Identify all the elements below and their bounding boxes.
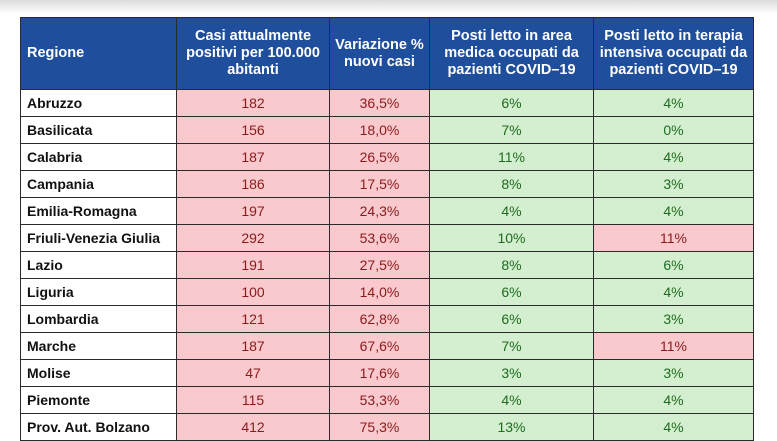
table-row: Campania 186 17,5% 8% 3% bbox=[20, 170, 754, 198]
variation-cell: 36,5% bbox=[329, 89, 430, 117]
icu-beds-cell: 4% bbox=[593, 278, 754, 306]
region-cell: Calabria bbox=[20, 143, 177, 171]
icu-beds-cell: 11% bbox=[593, 332, 754, 360]
table-row: Prov. Aut. Bolzano 412 75,3% 13% 4% bbox=[20, 413, 754, 441]
positives-cell: 100 bbox=[176, 278, 330, 306]
medical-beds-cell: 4% bbox=[429, 386, 594, 414]
region-cell: Lazio bbox=[20, 251, 177, 279]
header-region: Regione bbox=[20, 17, 177, 90]
variation-cell: 26,5% bbox=[329, 143, 430, 171]
table-row: Liguria 100 14,0% 6% 4% bbox=[20, 278, 754, 306]
medical-beds-cell: 6% bbox=[429, 278, 594, 306]
variation-cell: 17,5% bbox=[329, 170, 430, 198]
variation-cell: 62,8% bbox=[329, 305, 430, 333]
positives-cell: 412 bbox=[176, 413, 330, 441]
header-positives: Casi attualmente positivi per 100.000 ab… bbox=[176, 17, 330, 90]
table-body: Abruzzo 182 36,5% 6% 4% Basilicata 156 18,0% 7% 0… bbox=[20, 89, 754, 441]
region-cell: Lombardia bbox=[20, 305, 177, 333]
icu-beds-cell: 6% bbox=[593, 251, 754, 279]
positives-cell: 292 bbox=[176, 224, 330, 252]
table-row: Abruzzo 182 36,5% 6% 4% bbox=[20, 89, 754, 117]
positives-cell: 182 bbox=[176, 89, 330, 117]
medical-beds-cell: 3% bbox=[429, 359, 594, 387]
region-cell: Abruzzo bbox=[20, 89, 177, 117]
medical-beds-cell: 7% bbox=[429, 332, 594, 360]
table-row: Lazio 191 27,5% 8% 6% bbox=[20, 251, 754, 279]
positives-cell: 197 bbox=[176, 197, 330, 225]
header-medical-beds: Posti letto in area medica occupati da p… bbox=[429, 17, 594, 90]
table-row: Piemonte 115 53,3% 4% 4% bbox=[20, 386, 754, 414]
region-cell: Molise bbox=[20, 359, 177, 387]
variation-cell: 17,6% bbox=[329, 359, 430, 387]
table-row: Basilicata 156 18,0% 7% 0% bbox=[20, 116, 754, 144]
medical-beds-cell: 4% bbox=[429, 197, 594, 225]
icu-beds-cell: 4% bbox=[593, 143, 754, 171]
table-row: Calabria 187 26,5% 11% 4% bbox=[20, 143, 754, 171]
region-cell: Campania bbox=[20, 170, 177, 198]
region-cell: Prov. Aut. Bolzano bbox=[20, 413, 177, 441]
variation-cell: 27,5% bbox=[329, 251, 430, 279]
variation-cell: 14,0% bbox=[329, 278, 430, 306]
medical-beds-cell: 10% bbox=[429, 224, 594, 252]
variation-cell: 67,6% bbox=[329, 332, 430, 360]
variation-cell: 18,0% bbox=[329, 116, 430, 144]
table-row: Lombardia 121 62,8% 6% 3% bbox=[20, 305, 754, 333]
region-cell: Piemonte bbox=[20, 386, 177, 414]
region-cell: Basilicata bbox=[20, 116, 177, 144]
medical-beds-cell: 8% bbox=[429, 251, 594, 279]
region-cell: Marche bbox=[20, 332, 177, 360]
icu-beds-cell: 3% bbox=[593, 359, 754, 387]
variation-cell: 53,6% bbox=[329, 224, 430, 252]
icu-beds-cell: 4% bbox=[593, 89, 754, 117]
icu-beds-cell: 4% bbox=[593, 386, 754, 414]
icu-beds-cell: 3% bbox=[593, 305, 754, 333]
icu-beds-cell: 0% bbox=[593, 116, 754, 144]
region-cell: Emilia-Romagna bbox=[20, 197, 177, 225]
header-icu-beds: Posti letto in terapia intensiva occupat… bbox=[593, 17, 754, 90]
table-header: Regione Casi attualmente positivi per 10… bbox=[20, 17, 754, 90]
table-row: Molise 47 17,6% 3% 3% bbox=[20, 359, 754, 387]
positives-cell: 187 bbox=[176, 143, 330, 171]
medical-beds-cell: 6% bbox=[429, 89, 594, 117]
variation-cell: 53,3% bbox=[329, 386, 430, 414]
medical-beds-cell: 7% bbox=[429, 116, 594, 144]
header-row: Regione Casi attualmente positivi per 10… bbox=[20, 17, 754, 90]
positives-cell: 156 bbox=[176, 116, 330, 144]
positives-cell: 115 bbox=[176, 386, 330, 414]
medical-beds-cell: 6% bbox=[429, 305, 594, 333]
icu-beds-cell: 4% bbox=[593, 413, 754, 441]
positives-cell: 186 bbox=[176, 170, 330, 198]
header-variation: Variazione % nuovi casi bbox=[329, 17, 430, 90]
icu-beds-cell: 3% bbox=[593, 170, 754, 198]
variation-cell: 24,3% bbox=[329, 197, 430, 225]
regional-covid-table: Regione Casi attualmente positivi per 10… bbox=[20, 17, 754, 441]
icu-beds-cell: 4% bbox=[593, 197, 754, 225]
top-edge-shadow bbox=[0, 0, 777, 14]
icu-beds-cell: 11% bbox=[593, 224, 754, 252]
positives-cell: 121 bbox=[176, 305, 330, 333]
medical-beds-cell: 11% bbox=[429, 143, 594, 171]
positives-cell: 47 bbox=[176, 359, 330, 387]
positives-cell: 191 bbox=[176, 251, 330, 279]
medical-beds-cell: 13% bbox=[429, 413, 594, 441]
medical-beds-cell: 8% bbox=[429, 170, 594, 198]
table-row: Emilia-Romagna 197 24,3% 4% 4% bbox=[20, 197, 754, 225]
table-row: Friuli-Venezia Giulia 292 53,6% 10% 11% bbox=[20, 224, 754, 252]
variation-cell: 75,3% bbox=[329, 413, 430, 441]
region-cell: Friuli-Venezia Giulia bbox=[20, 224, 177, 252]
positives-cell: 187 bbox=[176, 332, 330, 360]
table-row: Marche 187 67,6% 7% 11% bbox=[20, 332, 754, 360]
region-cell: Liguria bbox=[20, 278, 177, 306]
